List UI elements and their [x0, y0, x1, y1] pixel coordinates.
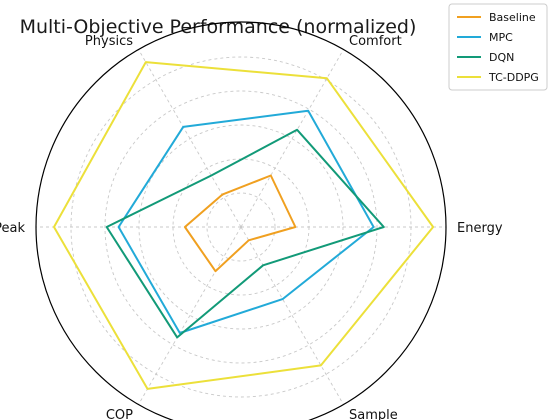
legend-label-baseline: Baseline — [489, 11, 536, 24]
axis-label-physics: Physics — [85, 34, 133, 49]
spoke-sample — [240, 226, 344, 405]
radar-grid — [35, 21, 447, 420]
legend: Baseline MPC DQN TC-DDPG — [448, 3, 548, 91]
axis-labels: Energy Comfort Physics Peak COP Sample — [0, 34, 503, 420]
series-mpc — [117, 109, 375, 334]
axis-label-comfort: Comfort — [349, 34, 402, 49]
axis-label-cop: COP — [106, 408, 133, 420]
series-dqn — [105, 128, 385, 339]
axis-label-peak: Peak — [0, 221, 25, 236]
spoke-cop — [138, 226, 242, 405]
axis-label-energy: Energy — [457, 221, 503, 236]
spoke-physics — [138, 49, 242, 228]
legend-label-tc-ddpg: TC-DDPG — [488, 71, 539, 84]
outer-ring — [35, 21, 447, 420]
series-tc-ddpg — [53, 61, 435, 390]
axis-label-sample: Sample — [349, 408, 398, 420]
radar-series — [53, 61, 435, 390]
legend-label-dqn: DQN — [489, 51, 514, 64]
series-baseline — [183, 174, 297, 273]
grid-ring-1 — [206, 192, 276, 262]
legend-box — [448, 3, 548, 91]
chart-title: Multi-Objective Performance (normalized) — [20, 16, 417, 38]
grid-ring-4 — [104, 90, 378, 364]
legend-label-mpc: MPC — [489, 31, 513, 44]
